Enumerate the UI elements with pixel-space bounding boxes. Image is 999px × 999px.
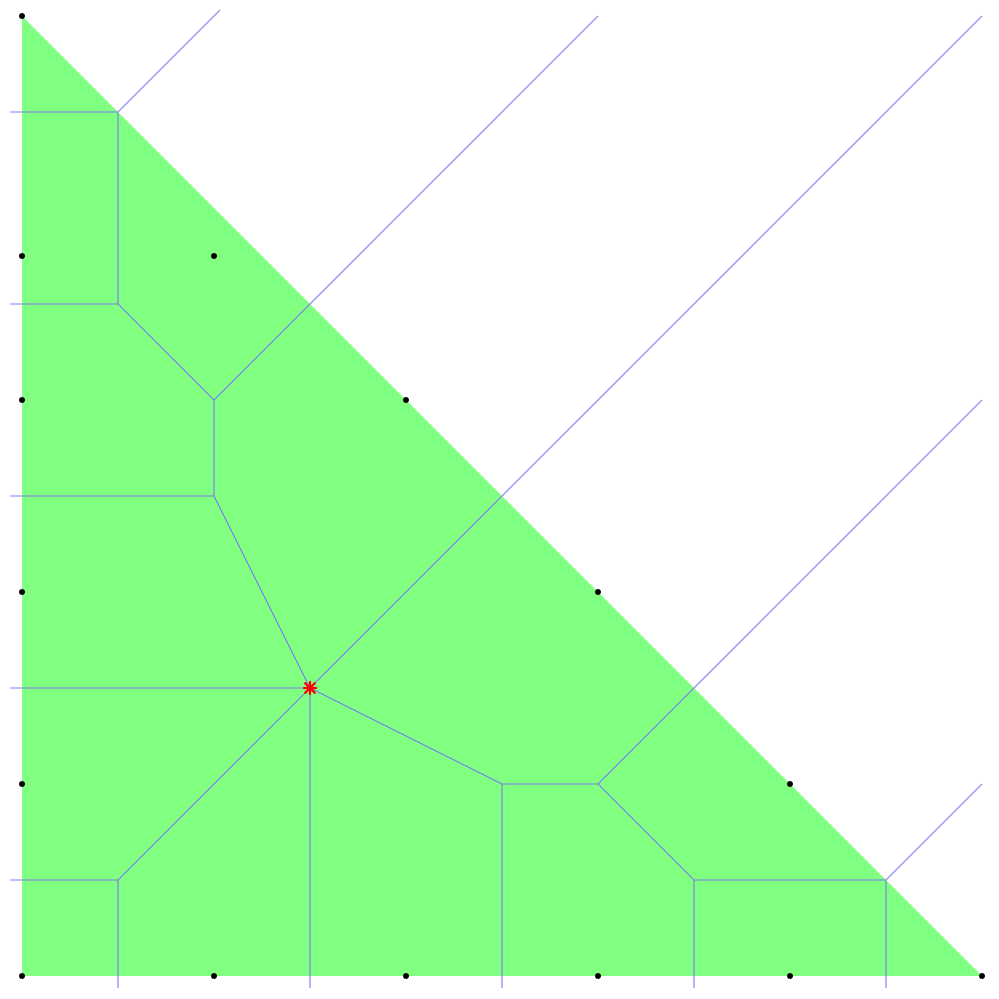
voronoi-edge-9 bbox=[309, 15, 983, 689]
site-point-7 bbox=[19, 781, 25, 787]
site-point-9 bbox=[19, 973, 25, 979]
voronoi-edge-18 bbox=[597, 399, 983, 785]
site-point-6 bbox=[595, 589, 601, 595]
red-star-marker bbox=[302, 680, 318, 696]
site-point-8 bbox=[787, 781, 793, 787]
site-point-11 bbox=[403, 973, 409, 979]
voronoi-edge-1 bbox=[117, 9, 221, 113]
voronoi-edge-23 bbox=[885, 783, 983, 881]
site-point-10 bbox=[211, 973, 217, 979]
voronoi-edge-11 bbox=[117, 687, 311, 881]
voronoi-edge-15 bbox=[309, 687, 503, 785]
voronoi-edge-8 bbox=[213, 495, 311, 689]
voronoi-edge-4 bbox=[117, 303, 215, 401]
voronoi-edges bbox=[10, 9, 983, 988]
site-point-2 bbox=[211, 253, 217, 259]
site-point-3 bbox=[19, 397, 25, 403]
site-point-12 bbox=[595, 973, 601, 979]
site-point-4 bbox=[403, 397, 409, 403]
site-point-0 bbox=[19, 13, 25, 19]
voronoi-edge-5 bbox=[213, 15, 599, 401]
site-point-1 bbox=[19, 253, 25, 259]
grid-sites bbox=[19, 13, 985, 979]
site-point-13 bbox=[787, 973, 793, 979]
red-star-marker-shape bbox=[302, 680, 318, 696]
voronoi-edge-19 bbox=[597, 783, 695, 881]
site-point-14 bbox=[979, 973, 985, 979]
site-point-5 bbox=[19, 589, 25, 595]
